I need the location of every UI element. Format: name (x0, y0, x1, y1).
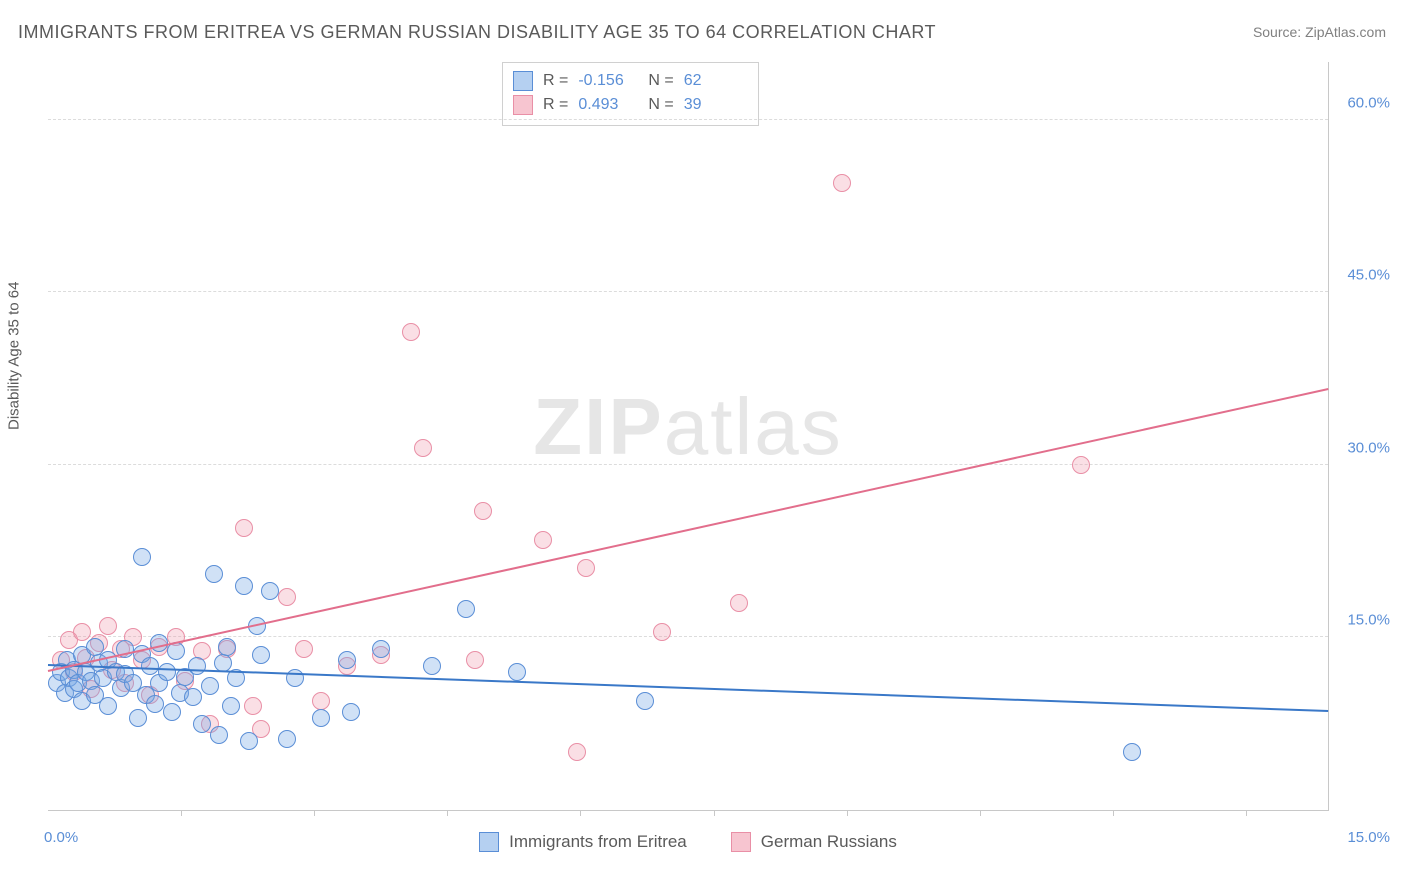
legend-item-pink: German Russians (731, 832, 897, 852)
watermark-rest: atlas (664, 382, 843, 471)
x-tick (847, 810, 848, 816)
data-point (295, 640, 313, 658)
data-point (278, 588, 296, 606)
swatch-pink-icon (513, 95, 533, 115)
y-tick-label: 15.0% (1347, 612, 1390, 629)
data-point (534, 531, 552, 549)
data-point (141, 657, 159, 675)
gridline (48, 636, 1328, 637)
data-point (1072, 456, 1090, 474)
x-tick (1246, 810, 1247, 816)
data-point (99, 697, 117, 715)
chart-title: IMMIGRANTS FROM ERITREA VS GERMAN RUSSIA… (18, 22, 936, 43)
data-point (133, 548, 151, 566)
data-point (312, 709, 330, 727)
swatch-pink-icon (731, 832, 751, 852)
y-tick-label: 45.0% (1347, 267, 1390, 284)
data-point (252, 646, 270, 664)
data-point (99, 617, 117, 635)
n-label: N = (648, 72, 673, 90)
stats-row-blue: R = -0.156 N = 62 (513, 69, 744, 93)
n-value-pink: 39 (684, 96, 744, 114)
data-point (474, 502, 492, 520)
data-point (240, 732, 258, 750)
data-point (193, 715, 211, 733)
data-point (73, 623, 91, 641)
data-point (338, 651, 356, 669)
data-point (286, 669, 304, 687)
data-point (205, 565, 223, 583)
data-point (414, 439, 432, 457)
r-value-blue: -0.156 (578, 72, 638, 90)
data-point (1123, 743, 1141, 761)
data-point (577, 559, 595, 577)
data-point (201, 677, 219, 695)
scatter-plot-area: ZIPatlas R = -0.156 N = 62 R = 0.493 N =… (48, 62, 1329, 811)
y-tick-label: 30.0% (1347, 439, 1390, 456)
x-tick-label: 0.0% (44, 829, 78, 846)
r-label: R = (543, 72, 568, 90)
data-point (372, 640, 390, 658)
data-point (158, 663, 176, 681)
r-label: R = (543, 96, 568, 114)
data-point (466, 651, 484, 669)
data-point (214, 654, 232, 672)
x-tick (1113, 810, 1114, 816)
data-point (210, 726, 228, 744)
data-point (163, 703, 181, 721)
data-point (244, 697, 262, 715)
legend-label-pink: German Russians (761, 832, 897, 852)
watermark: ZIPatlas (533, 381, 842, 473)
data-point (146, 695, 164, 713)
x-tick (314, 810, 315, 816)
n-value-blue: 62 (684, 72, 744, 90)
stats-row-pink: R = 0.493 N = 39 (513, 93, 744, 117)
data-point (235, 577, 253, 595)
watermark-bold: ZIP (533, 382, 663, 471)
gridline (48, 119, 1328, 120)
data-point (184, 688, 202, 706)
data-point (833, 174, 851, 192)
x-tick (580, 810, 581, 816)
r-value-pink: 0.493 (578, 96, 638, 114)
x-tick (181, 810, 182, 816)
source-attribution: Source: ZipAtlas.com (1253, 24, 1386, 40)
gridline (48, 464, 1328, 465)
data-point (222, 697, 240, 715)
data-point (402, 323, 420, 341)
data-point (568, 743, 586, 761)
legend-label-blue: Immigrants from Eritrea (509, 832, 687, 852)
y-axis-title: Disability Age 35 to 64 (6, 282, 23, 430)
data-point (235, 519, 253, 537)
y-tick-label: 60.0% (1347, 94, 1390, 111)
data-point (730, 594, 748, 612)
data-point (129, 709, 147, 727)
x-tick (980, 810, 981, 816)
x-tick (714, 810, 715, 816)
gridline (48, 291, 1328, 292)
legend: Immigrants from Eritrea German Russians (48, 832, 1328, 852)
data-point (218, 638, 236, 656)
n-label: N = (648, 96, 673, 114)
data-point (188, 657, 206, 675)
data-point (508, 663, 526, 681)
swatch-blue-icon (513, 71, 533, 91)
correlation-stats-box: R = -0.156 N = 62 R = 0.493 N = 39 (502, 62, 759, 126)
data-point (342, 703, 360, 721)
x-tick-label: 15.0% (1347, 829, 1390, 846)
data-point (312, 692, 330, 710)
legend-item-blue: Immigrants from Eritrea (479, 832, 687, 852)
data-point (636, 692, 654, 710)
data-point (457, 600, 475, 618)
swatch-blue-icon (479, 832, 499, 852)
data-point (278, 730, 296, 748)
data-point (261, 582, 279, 600)
x-tick (447, 810, 448, 816)
data-point (653, 623, 671, 641)
data-point (423, 657, 441, 675)
